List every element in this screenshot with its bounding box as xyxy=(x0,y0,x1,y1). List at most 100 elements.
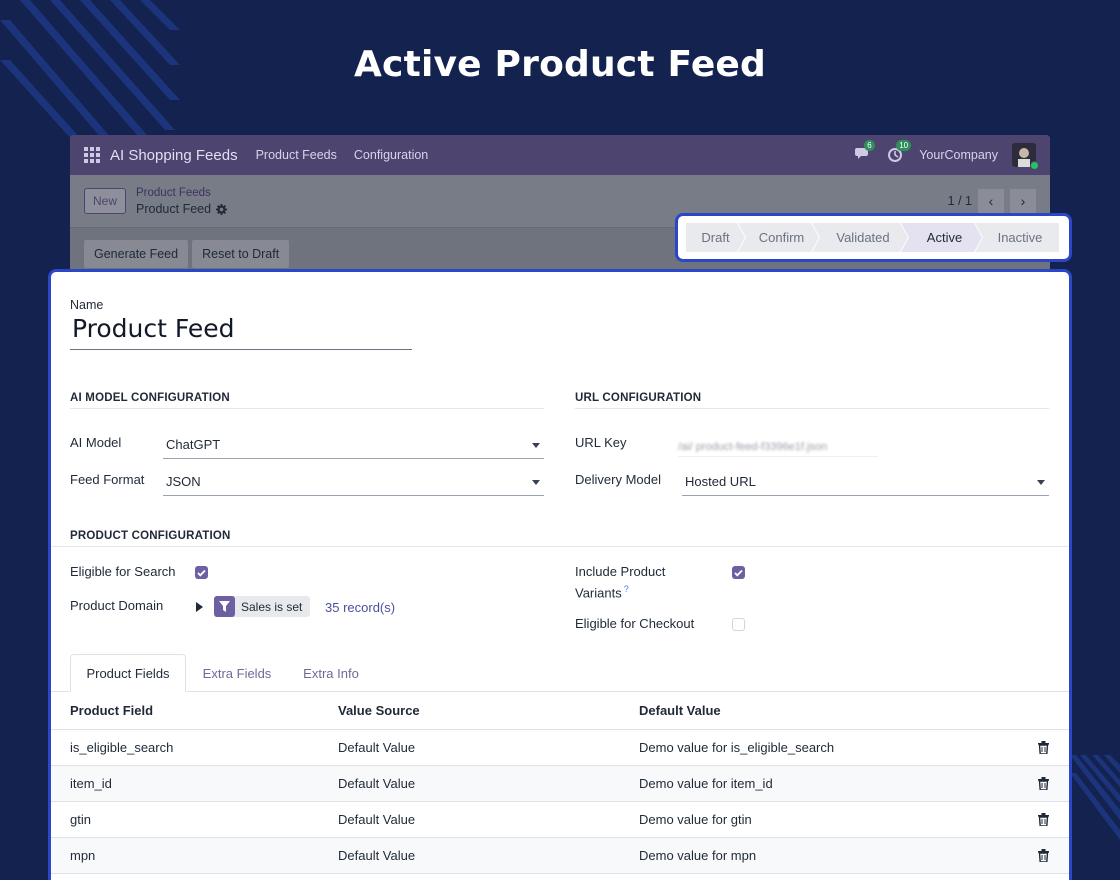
domain-filter-tag[interactable]: Sales is set xyxy=(214,596,311,617)
reset-to-draft-button[interactable]: Reset to Draft xyxy=(192,240,290,268)
caret-right-icon[interactable] xyxy=(196,602,203,612)
menu-product-feeds[interactable]: Product Feeds xyxy=(255,148,337,162)
ai-model-value: ChatGPT xyxy=(166,437,221,452)
table-row[interactable]: item_id Default Value Demo value for ite… xyxy=(51,765,1069,801)
feed-format-select[interactable]: JSON xyxy=(163,474,544,496)
tab-extra-info[interactable]: Extra Info xyxy=(303,665,359,681)
delivery-model-value: Hosted URL xyxy=(685,474,756,489)
breadcrumb-parent[interactable]: Product Feeds xyxy=(136,186,211,199)
user-avatar[interactable] xyxy=(1012,143,1039,170)
table-row[interactable]: is_eligible_search Default Value Demo va… xyxy=(51,729,1069,765)
cell-value-source: Default Value xyxy=(338,776,416,791)
stage-inactive[interactable]: Inactive xyxy=(975,223,1059,252)
messages-badge: 6 xyxy=(864,140,875,151)
chevron-down-icon xyxy=(532,480,540,485)
ai-model-select[interactable]: ChatGPT xyxy=(163,437,544,459)
company-switcher[interactable]: YourCompany xyxy=(919,148,998,162)
cell-default-value: Demo value for mpn xyxy=(639,848,757,863)
cell-product-field: gtin xyxy=(70,812,91,827)
pager-value[interactable]: 1 / 1 xyxy=(947,194,972,208)
checkmark-icon xyxy=(197,569,206,577)
cell-value-source: Default Value xyxy=(338,812,416,827)
form-card: Name Product Feed AI MODEL CONFIGURATION… xyxy=(48,269,1072,880)
domain-record-count-link[interactable]: 35 record(s) xyxy=(325,600,396,615)
stage-validated[interactable]: Validated xyxy=(812,223,908,252)
url-section-divider xyxy=(575,408,1049,409)
apps-menu-icon[interactable] xyxy=(84,147,100,163)
eligible-search-label: Eligible for Search xyxy=(70,564,176,579)
status-bar: Draft Confirm Validated Active Inactive xyxy=(675,213,1072,262)
eligible-checkout-label: Eligible for Checkout xyxy=(575,616,695,631)
trash-icon[interactable] xyxy=(1038,813,1049,826)
stage-confirm[interactable]: Confirm xyxy=(738,223,819,252)
messages-icon[interactable]: 6 xyxy=(855,140,875,163)
name-underline xyxy=(70,349,412,350)
cell-value-source: Default Value xyxy=(338,740,416,755)
breadcrumb-current: Product Feed xyxy=(136,201,228,217)
stage-draft[interactable]: Draft xyxy=(686,223,745,252)
product-domain-label: Product Domain xyxy=(70,598,164,613)
activities-badge: 10 xyxy=(896,140,912,151)
trash-icon[interactable] xyxy=(1038,849,1049,862)
chevron-down-icon xyxy=(1037,480,1045,485)
trash-icon[interactable] xyxy=(1038,777,1049,790)
pager: 1 / 1 ‹ › xyxy=(948,189,1036,213)
cell-default-value: Demo value for item_id xyxy=(639,776,773,791)
url-key-field[interactable]: /ai/ product-feed-f3396e1f.json xyxy=(678,437,878,457)
product-section-title: PRODUCT CONFIGURATION xyxy=(70,530,231,542)
generate-feed-button[interactable]: Generate Feed xyxy=(84,240,189,268)
column-header-product-field[interactable]: Product Field xyxy=(70,703,154,718)
tab-extra-fields[interactable]: Extra Fields xyxy=(202,665,272,681)
include-variants-checkbox[interactable] xyxy=(732,566,745,579)
top-navbar: AI Shopping Feeds Product Feeds Configur… xyxy=(70,135,1050,175)
feed-format-label: Feed Format xyxy=(70,472,145,487)
column-header-default-value[interactable]: Default Value xyxy=(639,703,721,718)
new-button[interactable]: New xyxy=(84,188,127,214)
help-tooltip-icon[interactable]: ? xyxy=(623,584,629,594)
chevron-down-icon xyxy=(532,443,540,448)
include-variants-label-line2: Variants? xyxy=(575,584,629,600)
eligible-checkout-checkbox[interactable] xyxy=(732,618,745,631)
breadcrumb-current-label: Product Feed xyxy=(136,201,212,216)
pager-previous-button[interactable]: ‹ xyxy=(978,189,1004,213)
url-section-title: URL CONFIGURATION xyxy=(575,392,702,404)
table-row-divider xyxy=(51,873,1069,880)
name-input[interactable]: Product Feed xyxy=(72,314,235,343)
column-header-value-source[interactable]: Value Source xyxy=(338,703,420,718)
url-key-value: /ai/ product-feed-f3396e1f.json xyxy=(678,441,828,453)
eligible-search-checkbox[interactable] xyxy=(195,566,208,579)
gear-icon[interactable] xyxy=(216,203,228,215)
trash-icon[interactable] xyxy=(1038,741,1049,754)
pager-next-button[interactable]: › xyxy=(1010,189,1036,213)
delivery-model-label: Delivery Model xyxy=(575,472,661,487)
domain-filter-text: Sales is set xyxy=(241,599,303,614)
cell-value-source: Default Value xyxy=(338,848,416,863)
page-headline: Active Product Feed xyxy=(353,44,767,85)
app-name[interactable]: AI Shopping Feeds xyxy=(110,146,238,164)
url-key-label: URL Key xyxy=(575,435,627,450)
checkmark-icon xyxy=(734,569,743,577)
table-row[interactable]: mpn Default Value Demo value for mpn xyxy=(51,837,1069,873)
ai-model-label: AI Model xyxy=(70,435,122,450)
stripe-decoration-right xyxy=(1070,755,1120,840)
table-row[interactable]: gtin Default Value Demo value for gtin xyxy=(51,801,1069,837)
activities-clock-icon[interactable]: 10 xyxy=(887,140,912,163)
cell-product-field: item_id xyxy=(70,776,112,791)
delivery-model-select[interactable]: Hosted URL xyxy=(682,474,1049,496)
cell-product-field: is_eligible_search xyxy=(70,740,174,755)
name-label: Name xyxy=(70,298,104,312)
cell-default-value: Demo value for is_eligible_search xyxy=(639,740,835,755)
include-variants-label-text: Variants xyxy=(575,585,622,601)
breadcrumb: Product Feeds Product Feed xyxy=(136,186,228,217)
notebook-tabs: Product Fields Extra Fields Extra Info xyxy=(51,654,1069,692)
filter-icon xyxy=(214,596,235,617)
menu-configuration[interactable]: Configuration xyxy=(353,148,429,162)
stage-active[interactable]: Active xyxy=(901,223,982,252)
product-section-divider xyxy=(51,546,1069,547)
include-variants-label: Include Product xyxy=(575,564,666,579)
cell-default-value: Demo value for gtin xyxy=(639,812,752,827)
feed-format-value: JSON xyxy=(166,474,201,489)
tab-product-fields[interactable]: Product Fields xyxy=(70,654,186,692)
ai-section-title: AI MODEL CONFIGURATION xyxy=(70,392,230,404)
cell-product-field: mpn xyxy=(70,848,96,863)
